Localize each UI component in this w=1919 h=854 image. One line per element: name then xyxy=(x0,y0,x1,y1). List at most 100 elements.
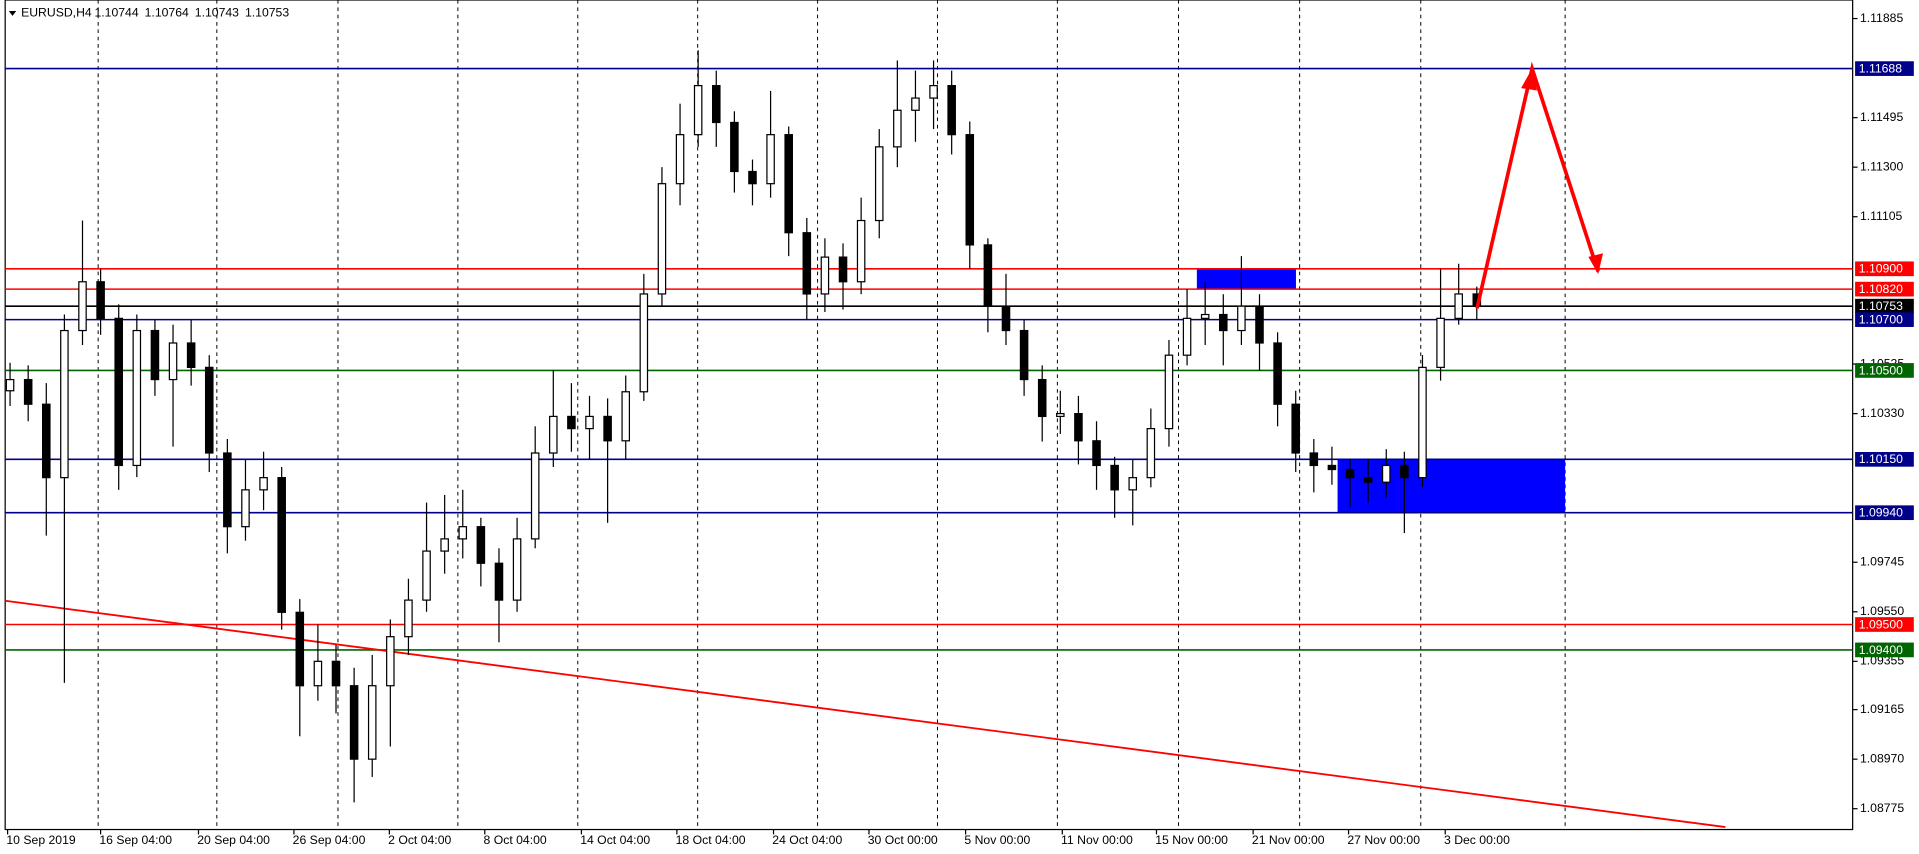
candle-body xyxy=(1309,452,1319,467)
candle xyxy=(947,70,956,155)
y-tick-label: 1.09550 xyxy=(1860,604,1904,618)
candle-body xyxy=(349,685,359,760)
candle-body xyxy=(530,452,540,540)
candle xyxy=(1381,449,1391,498)
candle-body xyxy=(1219,313,1228,332)
candle xyxy=(893,60,902,168)
candle-body xyxy=(567,415,576,430)
price-tag-label: 1.09500 xyxy=(1859,617,1903,631)
candle-body xyxy=(422,550,431,601)
price-tag-label: 1.10500 xyxy=(1859,363,1903,377)
candle xyxy=(730,111,739,193)
x-tick-label: 24 Oct 04:00 xyxy=(772,833,842,847)
candle xyxy=(549,370,558,467)
candle-body xyxy=(512,538,522,601)
candle xyxy=(132,314,142,478)
y-tick-label: 1.11105 xyxy=(1860,209,1903,223)
candle xyxy=(1182,289,1192,366)
candle xyxy=(856,197,866,295)
candle-body xyxy=(657,183,667,295)
candle-body xyxy=(114,317,123,467)
close: 1.10753 xyxy=(245,6,289,20)
x-tick-label: 3 Dec 00:00 xyxy=(1444,833,1510,847)
candle xyxy=(567,383,576,452)
price-tag xyxy=(1855,617,1914,632)
projection-arrow xyxy=(1475,61,1604,309)
candle-body xyxy=(603,415,612,442)
candle xyxy=(512,517,522,612)
zone xyxy=(1196,268,1296,290)
candle-body xyxy=(585,415,594,430)
candle-body xyxy=(549,415,558,454)
x-tick-label: 27 Nov 00:00 xyxy=(1347,833,1420,847)
candle-body xyxy=(874,146,884,222)
candle xyxy=(313,624,323,701)
candle xyxy=(168,324,178,447)
candle xyxy=(784,126,793,257)
price-tag-label: 1.10700 xyxy=(1859,312,1903,326)
candle xyxy=(657,167,667,307)
y-tick-label: 1.11885 xyxy=(1860,11,1903,25)
candle xyxy=(639,273,649,401)
menu-icon[interactable] xyxy=(8,11,17,16)
candle xyxy=(1019,319,1029,396)
candle xyxy=(404,578,413,655)
candle-body xyxy=(440,538,449,552)
price-tag xyxy=(1855,363,1914,378)
x-tick-label: 14 Oct 04:00 xyxy=(580,833,650,847)
candle-body xyxy=(911,97,920,111)
arrow-head xyxy=(1588,253,1604,275)
candle-body xyxy=(1146,427,1156,479)
price-tag xyxy=(1855,281,1914,297)
price-tag-label: 1.11688 xyxy=(1859,61,1902,75)
candle-body xyxy=(223,452,232,528)
candle-body xyxy=(965,134,975,246)
candle xyxy=(965,121,975,269)
candle-body xyxy=(1200,313,1210,319)
candle-body xyxy=(1182,317,1192,356)
candle-body xyxy=(784,134,793,234)
price-tag xyxy=(1855,298,1914,314)
y-tick-label: 1.08970 xyxy=(1860,751,1904,765)
candle xyxy=(603,398,612,523)
price-tag xyxy=(1855,452,1914,467)
candle xyxy=(42,383,51,536)
y-tick-label: 1.09745 xyxy=(1860,554,1904,568)
candle-body xyxy=(1327,464,1337,471)
candle-body xyxy=(838,256,848,283)
candle-body xyxy=(1037,378,1047,418)
candle xyxy=(1001,273,1011,346)
candle xyxy=(1146,408,1156,488)
time-axis: 10 Sep 2019 16 Sep 04:00 20 Sep 04:00 26 Se… xyxy=(6,829,1510,847)
candle xyxy=(440,494,449,574)
candles xyxy=(5,50,1482,803)
candle-body xyxy=(132,329,142,467)
price-tag xyxy=(1855,505,1914,521)
candle-body xyxy=(494,562,504,601)
candle xyxy=(114,304,123,490)
zones xyxy=(1196,268,1566,513)
candle xyxy=(96,268,105,335)
trend-line xyxy=(5,599,1726,828)
candle xyxy=(820,238,830,312)
candle xyxy=(766,90,775,198)
candle xyxy=(675,103,685,206)
candle-body xyxy=(1056,413,1065,418)
candle xyxy=(204,355,214,473)
x-tick-label: 5 Nov 00:00 xyxy=(964,833,1030,847)
x-tick-label: 15 Nov 00:00 xyxy=(1155,833,1228,847)
candle-body xyxy=(1128,477,1138,491)
price-tag xyxy=(1855,261,1914,277)
candle-body xyxy=(730,121,739,173)
candle-body xyxy=(96,281,105,319)
price-tag xyxy=(1855,642,1914,658)
candle-body xyxy=(150,329,160,381)
candle xyxy=(1291,390,1300,473)
candle xyxy=(838,243,848,310)
price-tag-label: 1.10150 xyxy=(1859,452,1903,466)
candle xyxy=(1237,256,1246,346)
candle-body xyxy=(295,611,305,687)
price-tag-label: 1.10820 xyxy=(1859,282,1903,296)
